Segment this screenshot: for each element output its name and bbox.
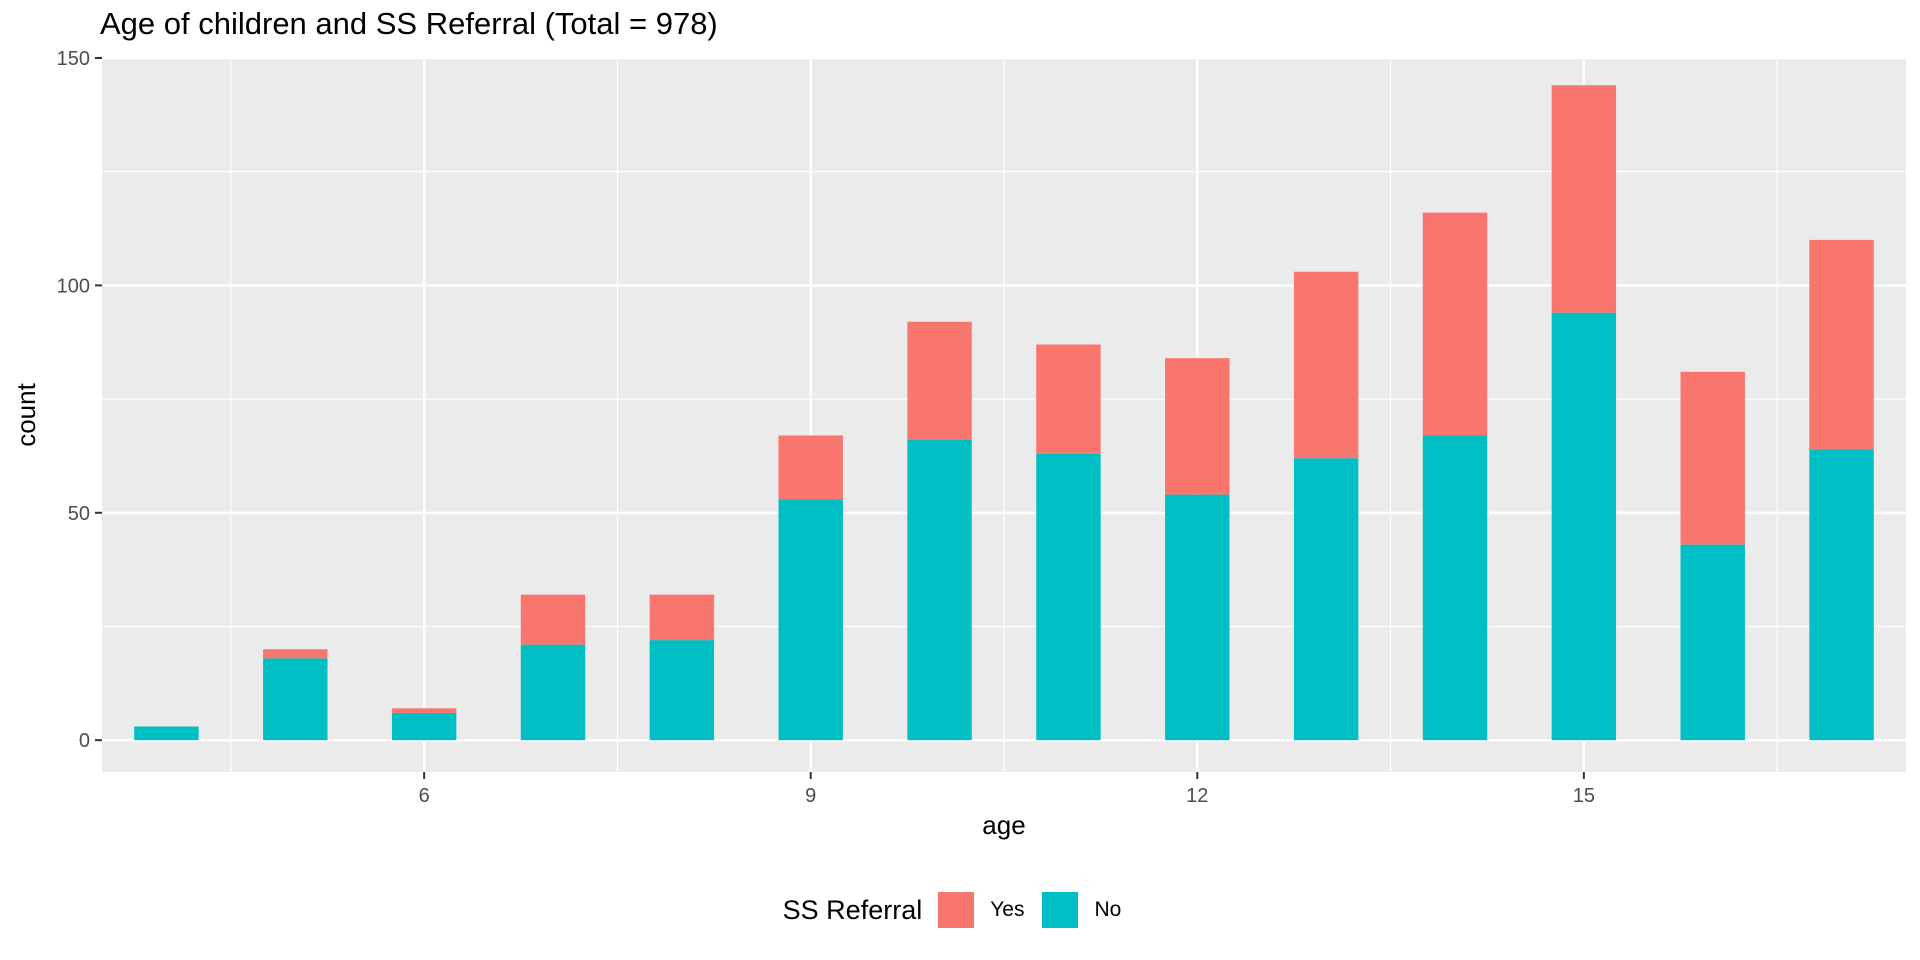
x-tick-label: 9 <box>805 785 816 807</box>
legend-label-yes: Yes <box>990 898 1025 921</box>
y-tick-label: 150 <box>57 48 90 70</box>
x-axis: 6 9 12 15 <box>419 772 1595 807</box>
bar-yes-age-15 <box>1551 85 1617 313</box>
legend-key-yes <box>936 890 977 930</box>
x-axis-title: age <box>982 810 1025 840</box>
bars-group <box>134 85 1874 741</box>
bar-yes-age-11 <box>1036 344 1101 454</box>
bar-yes-age-17 <box>1809 239 1874 450</box>
bar-no-age-11 <box>1036 453 1101 741</box>
bar-no-age-9 <box>778 499 843 741</box>
bar-no-age-4 <box>134 726 199 741</box>
y-axis-title: count <box>11 382 41 446</box>
bar-yes-age-16 <box>1680 371 1745 545</box>
bar-yes-age-9 <box>778 435 843 500</box>
bar-no-age-8 <box>649 640 715 741</box>
bar-no-age-10 <box>907 440 972 741</box>
bar-no-age-15 <box>1551 312 1617 741</box>
bar-yes-age-7 <box>520 594 586 645</box>
bar-yes-age-5 <box>263 649 328 659</box>
y-axis: 0 50 100 150 <box>57 48 102 752</box>
chart-plot: 0 50 100 150 6 9 12 15 age count <box>11 48 1906 840</box>
bar-no-age-12 <box>1165 494 1230 741</box>
bar-yes-age-6 <box>391 708 457 713</box>
bar-no-age-7 <box>520 644 586 741</box>
bar-yes-age-12 <box>1165 358 1230 495</box>
bar-no-age-14 <box>1422 435 1488 741</box>
legend: SS Referral Yes No <box>0 880 1920 940</box>
bar-no-age-17 <box>1809 449 1874 741</box>
legend-item-yes: Yes <box>936 890 1024 930</box>
x-tick-label: 15 <box>1573 785 1595 807</box>
y-tick-label: 50 <box>68 503 90 525</box>
legend-item-no: No <box>1040 890 1121 930</box>
y-tick-label: 0 <box>79 730 90 752</box>
bar-no-age-16 <box>1680 544 1745 741</box>
bar-no-age-6 <box>391 712 457 741</box>
legend-key-no <box>1040 890 1081 930</box>
y-tick-label: 100 <box>57 275 90 297</box>
bar-yes-age-10 <box>907 321 972 441</box>
bar-no-age-5 <box>263 658 328 741</box>
x-tick-label: 6 <box>419 785 430 807</box>
bar-yes-age-14 <box>1422 212 1488 436</box>
chart-title: Age of children and SS Referral (Total =… <box>100 6 718 41</box>
x-tick-label: 12 <box>1186 785 1208 807</box>
bar-yes-age-8 <box>649 594 715 641</box>
legend-title: SS Referral <box>782 894 923 925</box>
bar-yes-age-13 <box>1293 271 1359 459</box>
legend-label-no: No <box>1094 898 1122 921</box>
bar-no-age-13 <box>1293 458 1359 741</box>
